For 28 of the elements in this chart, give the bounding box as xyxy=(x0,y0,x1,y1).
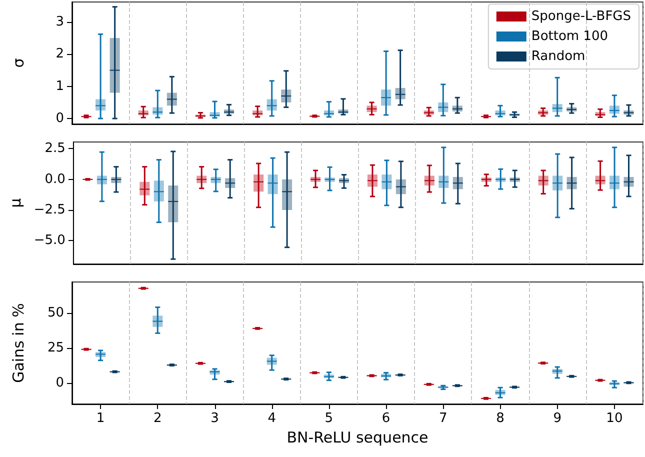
x-tick-label: 9 xyxy=(553,411,562,426)
x-tick-label: 4 xyxy=(268,411,276,426)
y-tick-label: 25 xyxy=(47,340,64,356)
x-tick-label: 7 xyxy=(439,411,448,426)
y-tick-label: −2.5 xyxy=(34,202,66,218)
x-tick-label: 1 xyxy=(96,411,105,426)
y-tick-label: −5.0 xyxy=(34,233,66,248)
legend-label: Bottom 100 xyxy=(531,29,608,44)
y-tick-label: 2.5 xyxy=(44,141,66,156)
y-axis-title: σ xyxy=(10,58,28,68)
y-tick-label: 3 xyxy=(56,14,64,30)
x-axis-title: BN-ReLU sequence xyxy=(286,428,428,446)
y-tick-label: 50 xyxy=(47,305,64,320)
y-tick-label: 0 xyxy=(56,111,64,126)
x-tick-label: 10 xyxy=(606,411,623,426)
legend-label: Random xyxy=(531,49,586,64)
x-tick-label: 2 xyxy=(154,411,162,426)
y-tick-label: 2 xyxy=(56,46,64,62)
y-axis-title: μ xyxy=(6,198,24,208)
y-axis-title: Gains in % xyxy=(10,303,28,383)
legend-label: Sponge-L-BFGS xyxy=(531,9,632,24)
x-tick-label: 5 xyxy=(324,411,334,426)
y-tick-label: 0 xyxy=(56,375,64,390)
x-tick-label: 8 xyxy=(496,411,504,426)
x-tick-label: 6 xyxy=(382,411,390,426)
y-tick-label: 1 xyxy=(56,78,64,94)
x-tick-label: 3 xyxy=(210,411,219,426)
y-tick-label: 0.0 xyxy=(44,172,66,187)
